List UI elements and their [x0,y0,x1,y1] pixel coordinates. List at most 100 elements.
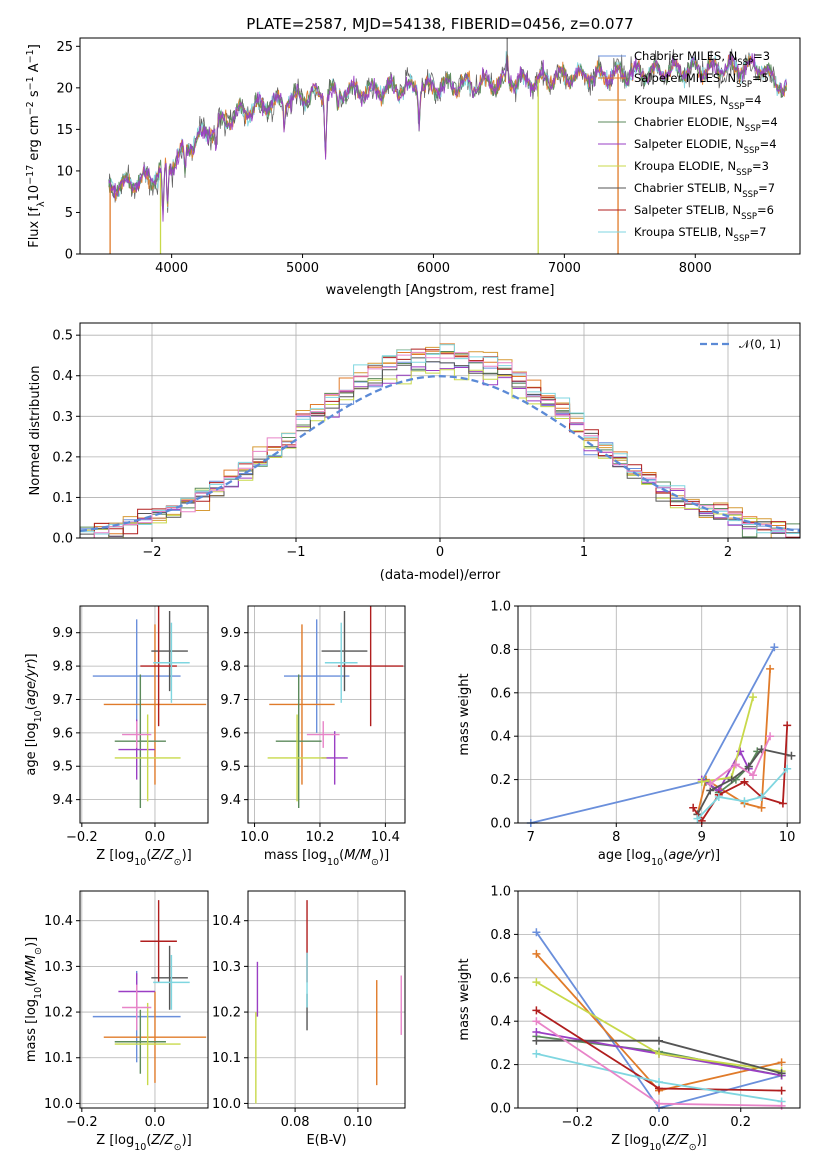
age-vs-z-xlabel-part: 10 [134,857,146,868]
mass-weight-marker [532,978,541,987]
figure-title: PLATE=2587, MJD=54138, FIBERID=0456, z=0… [246,15,633,33]
age-vs-z-ylabel-part: age/yr [24,662,39,705]
legend-count: =3 [753,49,770,63]
mass-vs-z-errorbars [92,900,207,1086]
legend-text: Kroupa STELIB, N [634,225,734,239]
age-vs-z-xlabel-part: ⊙ [174,857,182,868]
spectrum-lines [108,38,788,254]
histogram-ytick-label: 0.2 [52,450,73,465]
mass-vs-ebv-ytick-label: 10.2 [212,1006,241,1021]
mass-vs-z-ytick-label: 10.0 [44,1097,73,1112]
mass-weight-marker [777,1086,786,1095]
mass-weight-marker [689,803,698,812]
weight-vs-age-ytick-label: 0.0 [490,817,511,832]
legend-count: =5 [752,71,769,85]
mass-vs-z-ytick-label: 10.4 [44,914,73,929]
legend-label: Chabrier ELODIE, NSSP=4 [634,115,778,134]
spectrum-xtick-label: 8000 [679,261,712,276]
legend-text: Chabrier MILES, N [634,49,737,63]
age-vs-mass-ytick-label: 9.6 [220,726,241,741]
mass-weight-marker [532,1049,541,1058]
legend-label: Salpeter MILES, NSSP=5 [634,71,769,90]
mass-vs-z-xlabel-part: )] [182,1133,192,1148]
mass-weight-marker [783,721,792,730]
legend-text: Kroupa MILES, N [634,93,729,107]
weight-vs-z-ytick-label: 0.0 [490,1102,511,1117]
legend-sub: SSP [741,212,757,222]
mass-weight-marker [693,814,702,823]
weight-vs-z-xtick-label: −0.2 [561,1115,593,1130]
age-vs-z-ytick-label: 9.5 [52,760,73,775]
weight-vs-z-ytick-label: 1.0 [490,885,511,900]
age-vs-z-xlabel-part: )] [182,848,192,863]
spectrum-xtick-label: 6000 [417,261,450,276]
spectrum-ylabel-part: −17 [25,165,36,185]
weight-vs-z-xlabel: Z [log10(Z/Z⊙)] [611,1133,706,1153]
mass-vs-z-xtick-label: 0.0 [145,1115,166,1130]
weight-vs-z-xlabel-part: 10 [649,1142,661,1153]
mass-vs-z-xlabel-part: ( [146,1133,151,1148]
legend-text: Chabrier ELODIE, N [634,115,745,129]
legend-sub: SSP [729,102,745,112]
mass-vs-z-xlabel-part: 10 [134,1142,146,1153]
spectrum-xtick-label: 7000 [548,261,581,276]
mass-vs-z-xlabel-part: ⊙ [174,1142,182,1153]
mass-weight-marker [706,779,715,788]
weight-vs-age-frame [517,605,801,824]
mass-vs-ebv-ytick-label: 10.0 [212,1097,241,1112]
histogram-ylabel: Normed distribution [28,366,43,496]
age-vs-mass-xtick-label: 10.2 [305,830,334,845]
legend-count: =3 [752,159,769,173]
age-vs-mass-frame [247,605,406,824]
legend-text: Kroupa ELODIE, N [634,159,736,173]
histogram-panel: −2 −1 0 1 2 0.0 0.1 0.2 0.3 0.4 0.5 (data-model)/er… [28,322,801,583]
mass-weight-marker [749,771,757,780]
weight-vs-z-frame [517,890,801,1109]
mass-weight-marker [731,760,740,769]
spectrum-ytick-label: 20 [56,81,73,96]
gaussian-curve [79,375,801,533]
mass-weight-marker [777,1058,786,1067]
weight-vs-z-xlabel-part: Z/Z [665,1133,689,1148]
mass-vs-z-ytick-label: 10.2 [44,1006,73,1021]
mass-weight-marker [749,693,757,702]
legend-label: Salpeter ELODIE, NSSP=4 [634,137,777,156]
histogram-xlabel: (data-model)/error [380,568,501,583]
mass-vs-z-xlabel-part: Z/Z [150,1133,174,1148]
age-vs-mass-ytick-label: 9.7 [220,693,241,708]
histogram-ytick-label: 0.5 [52,329,73,344]
weight-vs-age-xtick-label: 10 [779,830,796,845]
mass-vs-z-ytick-label: 10.3 [44,960,73,975]
mass-vs-z-ylabel-part: ( [24,982,39,987]
age-vs-mass-ytick-label: 9.5 [220,760,241,775]
weight-vs-z-ytick-label: 0.2 [490,1058,511,1073]
legend-count: =7 [758,181,775,195]
age-vs-z-xlabel: Z [log10(Z/Z⊙)] [96,848,191,868]
age-vs-z-xlabel-part: Z/Z [150,848,174,863]
histogram-ytick-label: 0.4 [52,369,73,384]
mass-weight-marker [766,664,775,673]
weight-vs-age-ytick-label: 0.2 [490,773,511,788]
age-vs-z-ytick-label: 9.7 [52,693,73,708]
mass-vs-z-ylabel-part: mass [log [24,999,39,1062]
weight-vs-age-xtick-label: 9 [698,830,706,845]
weight-vs-z-ytick-label: 0.8 [490,928,511,943]
weight-vs-z-xtick-label: 0.0 [649,1115,670,1130]
age-vs-z-panel: −0.2 0.09.49.59.69.79.89.9Z [log10(Z/Z⊙)]… [24,605,209,868]
spectrum-ylabel-part: −2 [25,101,36,115]
legend-label: Chabrier STELIB, NSSP=7 [634,181,775,200]
legend-count: =7 [749,225,766,239]
weight-vs-age-xtick-label: 8 [612,830,620,845]
mass-vs-ebv-panel: 0.08 0.10 10.0 10.1 10.2 10.3 10.4 [212,890,406,1130]
mass-weight-line [709,735,771,785]
mass-weight-marker [778,799,787,808]
mass-weight-marker [757,792,766,801]
age-vs-z-ytick-label: 9.8 [52,660,73,675]
mass-weight-marker [787,751,796,760]
weight-vs-z-xtick-label: 0.2 [730,1115,751,1130]
spectrum-ylabel-part: ] [27,44,42,49]
weight-vs-age-lines [526,643,796,827]
legend-count: =4 [761,115,778,129]
age-vs-z-ylabel-part: 10 [33,710,44,722]
